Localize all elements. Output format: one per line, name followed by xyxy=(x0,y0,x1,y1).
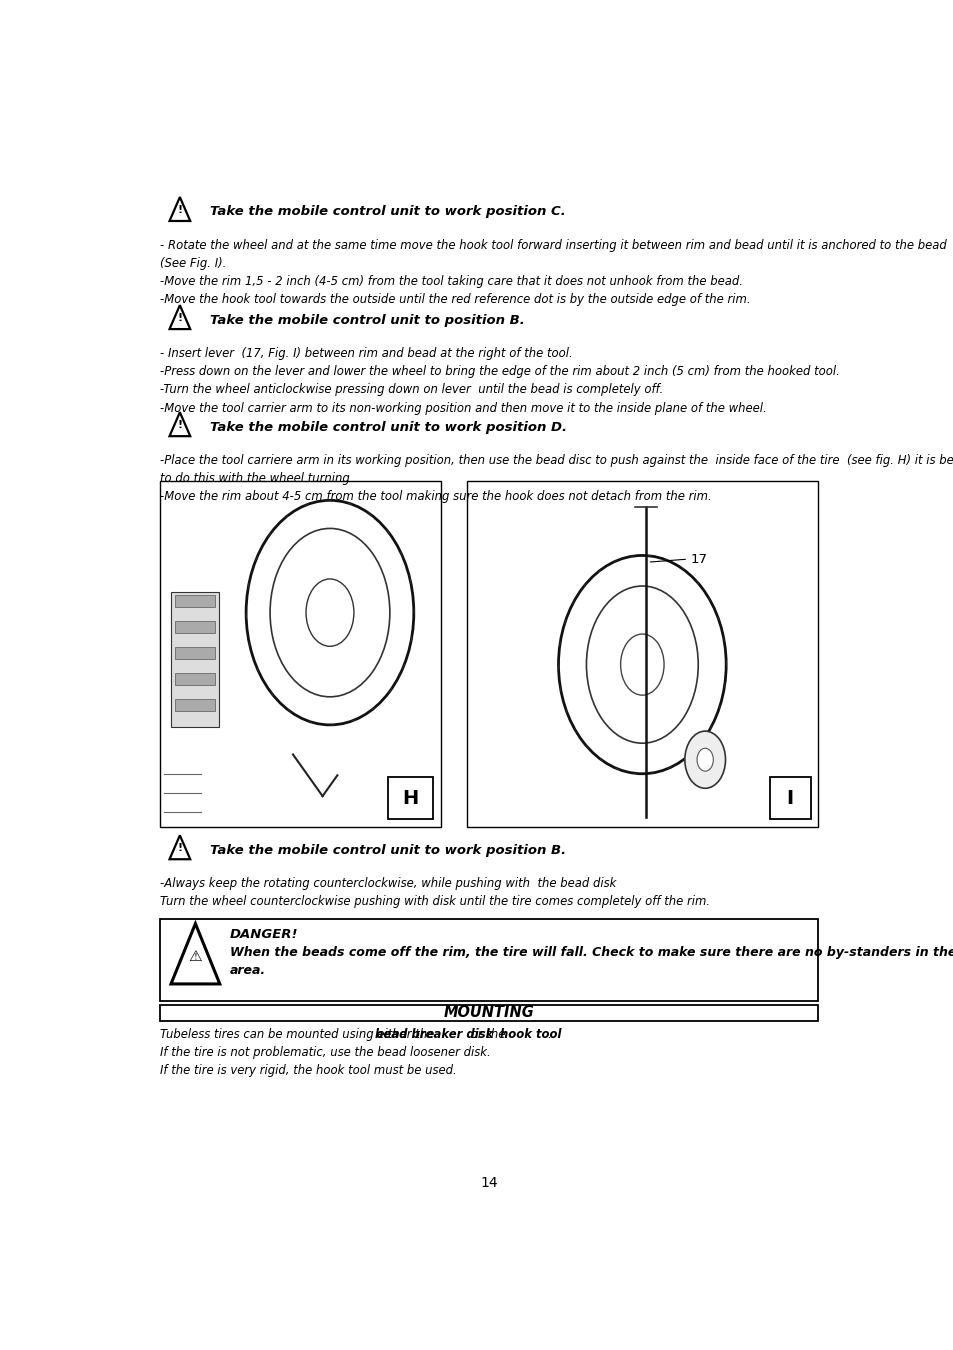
Text: Take the mobile control unit to work position B.: Take the mobile control unit to work pos… xyxy=(210,844,566,857)
Text: I: I xyxy=(785,788,793,807)
Text: (See Fig. I).: (See Fig. I). xyxy=(160,256,226,270)
Text: -Move the rim about 4-5 cm from the tool making sure the hook does not detach fr: -Move the rim about 4-5 cm from the tool… xyxy=(160,490,711,504)
Bar xyxy=(174,621,215,633)
Bar xyxy=(160,1004,817,1021)
Text: !: ! xyxy=(177,844,182,853)
Ellipse shape xyxy=(697,748,713,771)
Bar xyxy=(174,672,215,686)
Text: MOUNTING: MOUNTING xyxy=(443,1006,534,1021)
Text: !: ! xyxy=(177,205,182,215)
Text: - Insert lever  (17, Fig. I) between rim and bead at the right of the tool.: - Insert lever (17, Fig. I) between rim … xyxy=(160,347,572,360)
Bar xyxy=(174,595,215,608)
Text: -Place the tool carriere arm in its working position, then use the bead disc to : -Place the tool carriere arm in its work… xyxy=(160,454,953,467)
Text: area.: area. xyxy=(230,964,266,977)
Bar xyxy=(171,591,219,726)
Text: to do this with the wheel turning.: to do this with the wheel turning. xyxy=(160,472,353,485)
Text: 14: 14 xyxy=(479,1176,497,1189)
Bar xyxy=(387,778,433,819)
Text: hook tool: hook tool xyxy=(499,1027,560,1041)
Text: -Move the tool carrier arm to its non-working position and then move it to the i: -Move the tool carrier arm to its non-wo… xyxy=(160,401,766,414)
Text: -Move the rim 1,5 - 2 inch (4-5 cm) from the tool taking care that it does not u: -Move the rim 1,5 - 2 inch (4-5 cm) from… xyxy=(160,275,742,289)
Bar xyxy=(160,481,440,828)
Bar xyxy=(769,778,810,819)
Bar xyxy=(174,647,215,659)
Text: -Press down on the lever and lower the wheel to bring the edge of the rim about : -Press down on the lever and lower the w… xyxy=(160,366,839,378)
Text: Tubeless tires can be mounted using either the: Tubeless tires can be mounted using eith… xyxy=(160,1027,437,1041)
Text: DANGER!: DANGER! xyxy=(230,927,298,941)
Bar xyxy=(174,699,215,711)
Text: - Rotate the wheel and at the same time move the hook tool forward inserting it : - Rotate the wheel and at the same time … xyxy=(160,239,945,252)
Text: Turn the wheel counterclockwise pushing with disk until the tire comes completel: Turn the wheel counterclockwise pushing … xyxy=(160,895,709,909)
Text: Take the mobile control unit to work position D.: Take the mobile control unit to work pos… xyxy=(210,421,567,433)
Bar xyxy=(466,481,817,828)
Text: H: H xyxy=(402,788,418,807)
Text: -Turn the wheel anticlockwise pressing down on lever  until the bead is complete: -Turn the wheel anticlockwise pressing d… xyxy=(160,383,662,397)
Text: -Always keep the rotating counterclockwise, while pushing with  the bead disk: -Always keep the rotating counterclockwi… xyxy=(160,878,616,890)
Text: -Move the hook tool towards the outside until the red reference dot is by the ou: -Move the hook tool towards the outside … xyxy=(160,293,750,306)
Text: ⚠: ⚠ xyxy=(189,949,202,964)
Text: bead breaker disk: bead breaker disk xyxy=(375,1027,494,1041)
Bar xyxy=(160,919,817,1000)
Text: .: . xyxy=(547,1027,551,1041)
Text: !: ! xyxy=(177,420,182,431)
Text: or the: or the xyxy=(467,1027,509,1041)
Text: !: ! xyxy=(177,313,182,323)
Text: Take the mobile control unit to position B.: Take the mobile control unit to position… xyxy=(210,313,524,327)
Text: 17: 17 xyxy=(690,552,707,566)
Text: If the tire is not problematic, use the bead loosener disk.: If the tire is not problematic, use the … xyxy=(160,1046,490,1060)
Text: When the beads come off the rim, the tire will fall. Check to make sure there ar: When the beads come off the rim, the tir… xyxy=(230,946,953,958)
Text: Take the mobile control unit to work position C.: Take the mobile control unit to work pos… xyxy=(210,205,565,219)
Ellipse shape xyxy=(684,732,724,788)
Text: If the tire is very rigid, the hook tool must be used.: If the tire is very rigid, the hook tool… xyxy=(160,1064,456,1077)
